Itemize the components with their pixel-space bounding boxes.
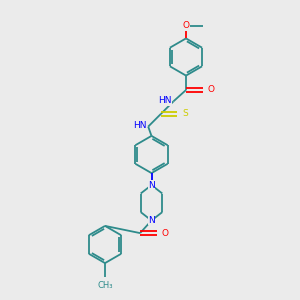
- Text: O: O: [161, 229, 169, 238]
- Text: O: O: [182, 21, 190, 30]
- Text: CH₃: CH₃: [97, 280, 113, 290]
- Text: N: N: [148, 216, 155, 225]
- Text: HN: HN: [133, 122, 147, 130]
- Text: HN: HN: [158, 96, 172, 105]
- Text: N: N: [148, 181, 155, 190]
- Text: O: O: [207, 85, 214, 94]
- Text: S: S: [182, 110, 188, 118]
